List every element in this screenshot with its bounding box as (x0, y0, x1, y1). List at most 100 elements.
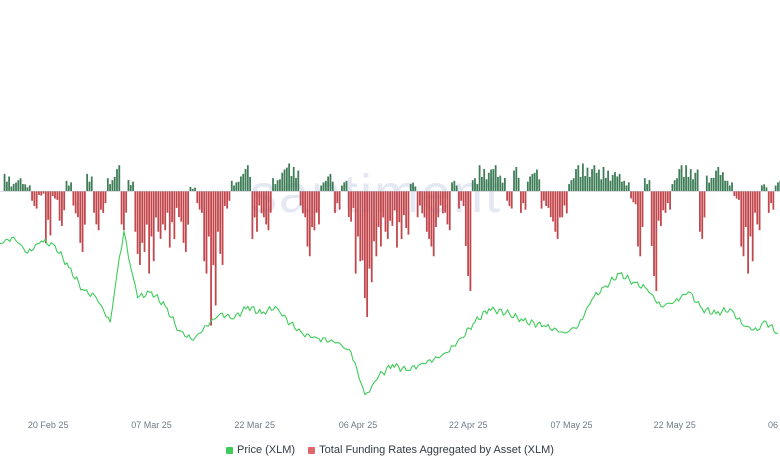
funding-bar (279, 179, 281, 192)
funding-bar (416, 191, 419, 218)
funding-bar (63, 191, 66, 211)
funding-bar (733, 191, 736, 196)
funding-bar (262, 191, 265, 218)
funding-bar (754, 191, 756, 213)
funding-bar (134, 191, 137, 232)
funding-bar (31, 191, 33, 201)
funding-bar (269, 191, 272, 213)
funding-bar (352, 191, 355, 208)
funding-bar (398, 191, 401, 223)
funding-bar (547, 191, 550, 208)
funding-bar (152, 191, 155, 262)
funding-bar (641, 191, 644, 227)
funding-bar (648, 180, 651, 192)
funding-bar (577, 165, 580, 192)
funding-bar (538, 179, 541, 192)
funding-bar (67, 185, 70, 192)
funding-bar (203, 191, 206, 262)
funding-bar (712, 177, 715, 192)
funding-bar (191, 188, 194, 192)
funding-bar (618, 173, 621, 192)
funding-bar (680, 165, 683, 192)
funding-bar (189, 186, 192, 192)
funding-bar (256, 191, 258, 232)
funding-bar (35, 191, 38, 209)
x-tick-label: 22 Apr 25 (449, 420, 488, 430)
funding-bar (295, 177, 297, 192)
funding-bar (471, 180, 474, 192)
funding-bar (141, 191, 144, 243)
funding-bar (56, 191, 59, 200)
funding-bar (682, 176, 685, 192)
funding-bar (710, 177, 713, 192)
funding-bar (148, 191, 151, 274)
funding-bar (588, 176, 591, 192)
funding-bar (313, 191, 316, 231)
legend-label-funding: Total Funding Rates Aggregated by Asset … (319, 444, 554, 456)
funding-bar (54, 191, 56, 199)
funding-bar (327, 176, 330, 192)
funding-bar (51, 191, 54, 196)
funding-bar (42, 191, 45, 194)
funding-bar (441, 191, 444, 214)
funding-bar (646, 184, 649, 192)
funding-bar (217, 191, 219, 232)
funding-bar (563, 191, 566, 206)
funding-bar (253, 191, 256, 218)
funding-bar (749, 191, 752, 237)
funding-bar (474, 178, 476, 192)
funding-bar (614, 172, 616, 192)
funding-bar (244, 169, 247, 192)
funding-bar (74, 191, 77, 214)
legend: Price (XLM) Total Funding Rates Aggregat… (0, 444, 780, 457)
funding-bar (708, 182, 710, 192)
funding-bar (616, 176, 619, 192)
funding-bar (86, 173, 89, 192)
funding-bar (483, 169, 486, 192)
funding-bar (673, 180, 676, 192)
funding-bar (375, 191, 378, 257)
funding-bar (102, 191, 105, 213)
funding-bar (625, 185, 628, 192)
funding-bar (510, 191, 513, 209)
funding-bar (201, 191, 203, 213)
legend-item-funding[interactable]: Total Funding Rates Aggregated by Asset … (308, 444, 554, 456)
funding-bar (402, 191, 405, 216)
funding-bar (428, 191, 430, 239)
funding-bar (299, 191, 302, 206)
funding-bar (604, 177, 607, 192)
funding-bar (770, 191, 772, 204)
funding-bar (347, 191, 350, 218)
funding-bar (676, 178, 678, 192)
funding-bar (552, 191, 554, 222)
funding-bar (228, 191, 231, 201)
legend-swatch-funding (308, 446, 316, 454)
funding-bar (451, 182, 453, 192)
funding-bar (632, 191, 635, 203)
x-tick-label: 20 Feb 25 (28, 420, 69, 430)
funding-bar (168, 191, 171, 248)
funding-bar (65, 180, 68, 192)
funding-bar (221, 191, 224, 265)
x-tick-label: 06 Apr 25 (339, 420, 378, 430)
funding-bar (382, 191, 385, 218)
funding-bar (61, 191, 63, 226)
funding-bar (430, 191, 433, 247)
funding-bar (145, 191, 148, 225)
funding-bar (464, 191, 467, 247)
funding-bar (476, 184, 479, 192)
funding-bar (407, 191, 410, 235)
funding-bar (226, 191, 229, 209)
funding-bar (322, 182, 325, 192)
funding-bar (5, 181, 8, 192)
funding-bar (575, 169, 577, 192)
funding-bar (171, 191, 173, 223)
funding-bar (540, 191, 543, 209)
funding-bar (240, 176, 242, 192)
funding-bar (251, 191, 254, 239)
funding-bar (109, 184, 111, 192)
legend-item-price[interactable]: Price (XLM) (226, 444, 295, 456)
funding-bar (219, 191, 222, 254)
funding-bar (405, 191, 408, 229)
funding-bar (159, 191, 162, 239)
